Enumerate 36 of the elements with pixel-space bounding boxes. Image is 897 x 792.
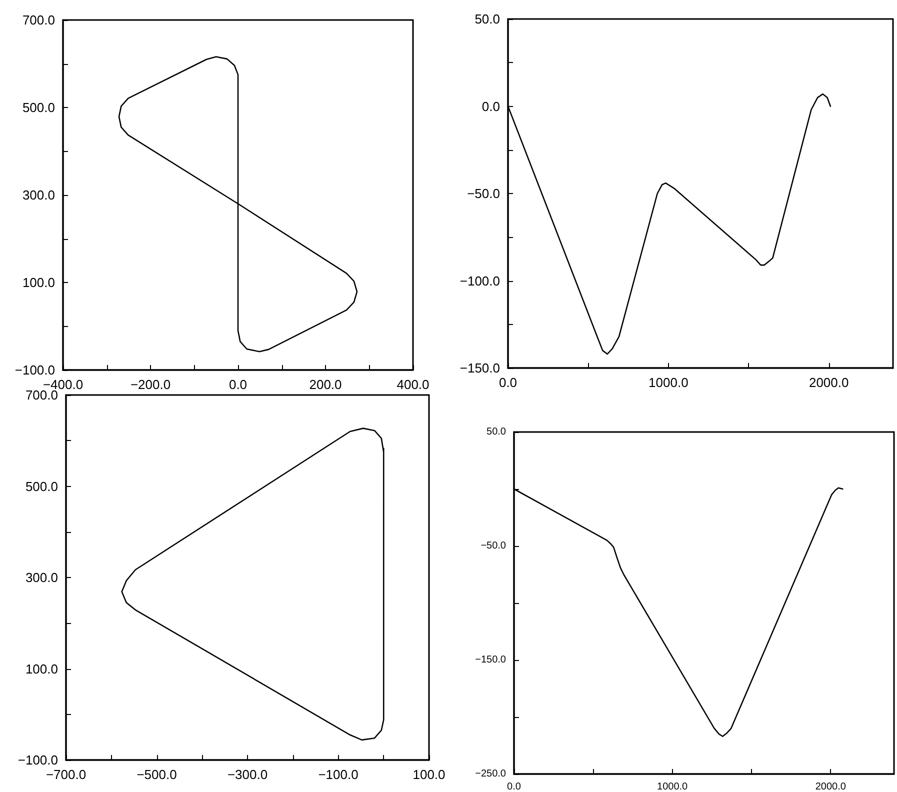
x-tick-label: −500.0 [136,767,177,782]
y-tick-label: 0.0 [482,98,500,114]
y-tick-label: 700.0 [25,388,58,402]
x-tick-label: 0.0 [498,375,518,390]
y-tick-label: 500.0 [22,100,55,115]
y-tick-label: −150.0 [475,654,506,666]
x-tick-label: 200.0 [309,377,342,392]
x-tick-label: 400.0 [396,377,430,392]
x-tick-label: −200.0 [130,377,171,392]
y-tick-label: −50.0 [467,186,500,201]
x-tick-label: −100.0 [318,767,358,782]
x-tick-label: 2000.0 [808,375,849,390]
x-tick-label: 2000.0 [815,782,846,792]
x-tick-label: −300.0 [227,767,268,782]
x-tick-label: 0.0 [228,377,248,392]
y-tick-label: −100.0 [460,273,500,288]
x-tick-label: 0.0 [507,782,522,792]
y-tick-label: −250.0 [475,768,506,780]
y-tick-label: 50.0 [474,12,500,26]
y-tick-label: −100.0 [18,752,58,768]
y-tick-label: 300.0 [22,188,55,202]
line-series [121,428,384,741]
y-tick-label: 700.0 [22,12,55,28]
y-tick-label: 100.0 [25,661,58,676]
x-tick-label: 1000.0 [657,782,688,792]
y-tick-label: 50.0 [486,426,506,438]
x-tick-label: 1000.0 [648,375,688,390]
y-tick-label: −150.0 [460,360,500,376]
y-tick-label: 300.0 [25,570,58,585]
x-tick-label: −700.0 [46,767,86,782]
line-series [118,56,358,352]
y-tick-label: −100.0 [14,362,55,378]
x-tick-label: 100.0 [412,767,446,782]
y-tick-label: −50.0 [480,540,506,552]
y-tick-label: 100.0 [22,275,55,290]
y-tick-label: 500.0 [25,478,58,494]
